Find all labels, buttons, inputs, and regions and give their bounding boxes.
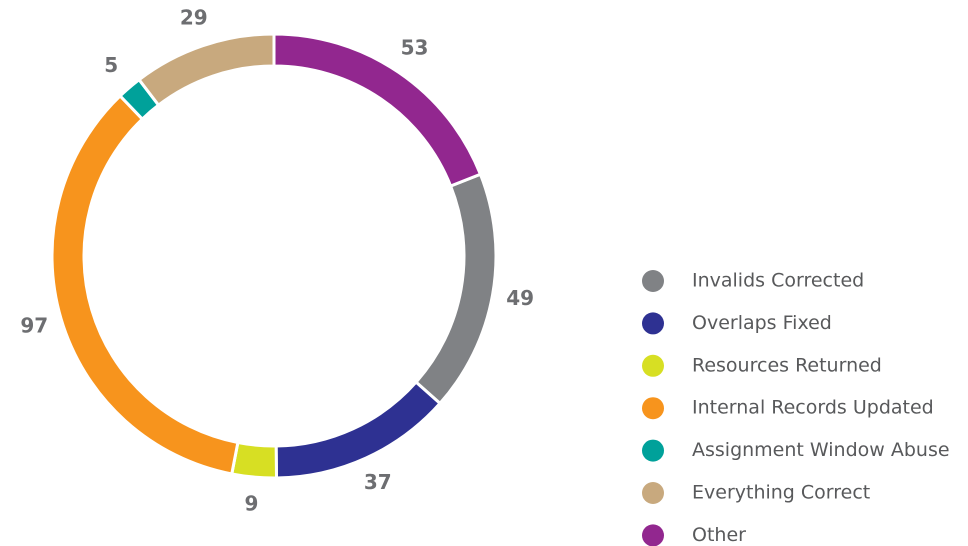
legend-marker	[642, 482, 664, 504]
donut-slice	[50, 93, 240, 476]
legend-label: Invalids Corrected	[692, 270, 864, 292]
data-label: 9	[245, 491, 259, 515]
data-label: 49	[506, 286, 534, 310]
legend-label: Other	[692, 524, 746, 546]
donut-slice	[413, 172, 498, 406]
legend-label: Resources Returned	[692, 354, 882, 376]
data-label: 29	[180, 6, 208, 30]
legend-label: Assignment Window Abuse	[692, 439, 950, 461]
donut-slice	[272, 32, 483, 188]
legend-marker	[642, 524, 664, 546]
legend-label: Internal Records Updated	[692, 397, 934, 419]
legend-marker	[642, 397, 664, 420]
legend-marker	[642, 354, 664, 377]
legend-marker	[642, 270, 664, 292]
data-label: 97	[20, 313, 48, 337]
legend-label: Everything Correct	[692, 482, 870, 504]
legend-label: Overlaps Fixed	[692, 312, 832, 334]
data-label: 53	[401, 36, 429, 60]
data-label: 5	[104, 53, 118, 77]
donut-slice	[274, 380, 443, 480]
donut-slice	[136, 32, 276, 108]
legend-marker	[642, 439, 664, 462]
legend-marker	[642, 312, 664, 335]
data-label: 37	[364, 470, 392, 494]
donut-slice	[230, 440, 279, 480]
